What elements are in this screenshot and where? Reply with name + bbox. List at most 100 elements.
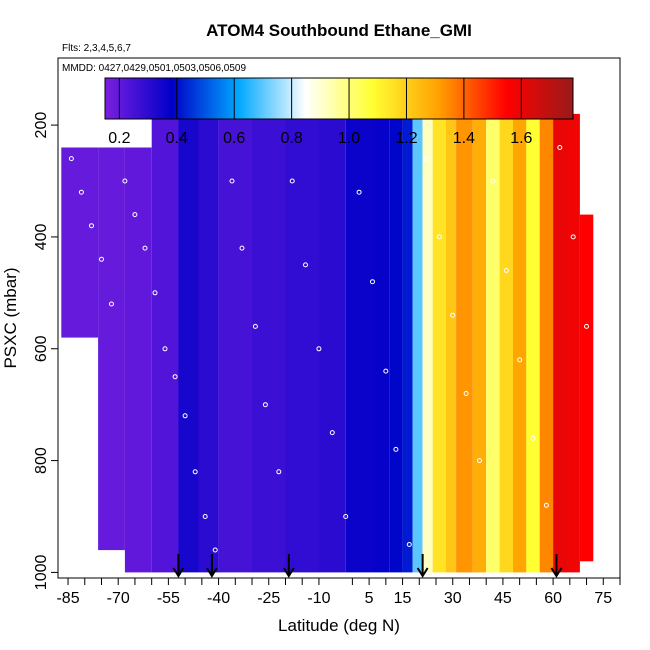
heatmap-cell (526, 113, 540, 573)
sample-point (316, 346, 322, 352)
heatmap-cell (372, 113, 390, 573)
heatmap-cell (499, 113, 513, 573)
sample-point (192, 469, 198, 475)
flight-arrow-head (282, 567, 295, 578)
sample-point (122, 178, 128, 184)
heatmap-cell (456, 113, 473, 573)
sample-point (142, 245, 148, 251)
sample-point (99, 256, 104, 262)
heatmap-cell (539, 113, 554, 573)
heatmap-cell (579, 214, 594, 562)
sample-point (172, 374, 178, 380)
y-axis: 200 400 600 800 1000 (33, 112, 59, 591)
sample-point (182, 413, 188, 419)
sample-point (370, 279, 375, 285)
sample-point (262, 402, 268, 408)
heatmap-cell (61, 147, 99, 338)
heatmap-cell (486, 113, 500, 573)
sample-point (109, 301, 114, 307)
heatmap-cell (422, 113, 433, 573)
y-axis-label: PSXC (mbar) (1, 267, 20, 368)
flight-arrow (550, 554, 563, 578)
heatmap-cells (61, 113, 594, 573)
flight-arrow (282, 554, 295, 578)
sample-point (78, 189, 84, 195)
flights-subtitle: Flts: 2,3,4,5,6,7 (62, 43, 131, 54)
sample-point (543, 502, 549, 508)
sample-point (393, 446, 399, 452)
heatmap-cell (412, 113, 423, 573)
flight-arrow-head (206, 567, 218, 578)
heatmap-cell (252, 113, 286, 573)
sample-point (343, 514, 349, 519)
x-tick-label: -55 (157, 590, 180, 607)
x-axis: -85 -70 -55 -40 -25 -10 5 15 30 45 60 75 (56, 577, 621, 607)
y-tick-label: 1000 (33, 555, 50, 591)
x-tick-label: 75 (594, 590, 612, 607)
chart-title: ATOM4 Southbound Ethane_GMI (206, 21, 472, 40)
x-axis-label: Latitude (deg N) (278, 616, 400, 635)
y-tick-label: 200 (33, 112, 50, 139)
x-tick-label: 15 (394, 590, 412, 607)
colorbar (104, 77, 574, 120)
heatmap-cell (402, 113, 413, 573)
sample-point (212, 547, 218, 553)
heatmap-cell (513, 113, 527, 573)
sample-point (463, 391, 469, 396)
sample-point (89, 223, 94, 229)
sample-point (132, 212, 138, 218)
sample-point (329, 430, 335, 436)
heatmap-cell (446, 113, 456, 573)
sample-point (530, 435, 536, 441)
heatmap-cell (178, 113, 199, 573)
sample-point (202, 514, 208, 519)
heatmap-cell (472, 113, 487, 573)
heatmap-cell (98, 147, 125, 551)
colorbar-tick-label: 1.2 (395, 130, 417, 147)
x-tick-label: -70 (107, 590, 130, 607)
x-tick-label: 60 (544, 590, 562, 607)
sample-point (383, 368, 389, 374)
flight-arrow-head (416, 567, 429, 578)
dates-subtitle: MMDD: 0427,0429,0501,0503,0506,0509 (62, 63, 246, 74)
sample-point (517, 357, 523, 363)
flight-arrow (172, 554, 185, 578)
y-tick-label: 800 (33, 447, 50, 474)
x-tick-label: -10 (307, 590, 330, 607)
sample-point (252, 323, 258, 329)
sample-points (68, 145, 589, 553)
sample-point (356, 189, 362, 195)
x-tick-label: -25 (257, 590, 280, 607)
colorbar-ticks: 0.2 0.4 0.6 0.8 1.0 1.2 1.4 1.6 (108, 78, 533, 147)
x-tick-label: -40 (207, 590, 230, 607)
heatmap-cell (218, 113, 253, 573)
x-tick-label: -85 (56, 590, 79, 607)
heatmap-cell (285, 113, 319, 573)
heatmap-cell (198, 113, 219, 573)
flight-arrows (172, 554, 563, 578)
x-tick-label: 30 (444, 590, 462, 607)
sample-point (490, 178, 496, 184)
flight-arrow-head (172, 567, 185, 578)
colorbar-tick-label: 1.0 (338, 130, 360, 147)
sample-point (152, 290, 158, 296)
sample-point (68, 156, 74, 162)
sample-point (584, 323, 589, 329)
heatmap-cell (389, 113, 403, 573)
sample-point (303, 262, 308, 268)
flight-arrow-head (550, 567, 563, 578)
colorbar-tick-label: 1.6 (510, 130, 532, 147)
sample-point (276, 469, 282, 475)
sample-point (436, 234, 442, 240)
colorbar-tick-label: 0.4 (166, 130, 188, 147)
sample-point (423, 156, 429, 162)
colorbar-tick-label: 0.6 (223, 130, 245, 147)
heatmap-cell (432, 113, 447, 573)
x-tick-label: 45 (494, 590, 512, 607)
sample-point (162, 346, 168, 352)
heatmap-cell (124, 147, 152, 573)
sample-point (450, 312, 456, 318)
sample-point (570, 234, 576, 240)
sample-point (503, 268, 509, 273)
